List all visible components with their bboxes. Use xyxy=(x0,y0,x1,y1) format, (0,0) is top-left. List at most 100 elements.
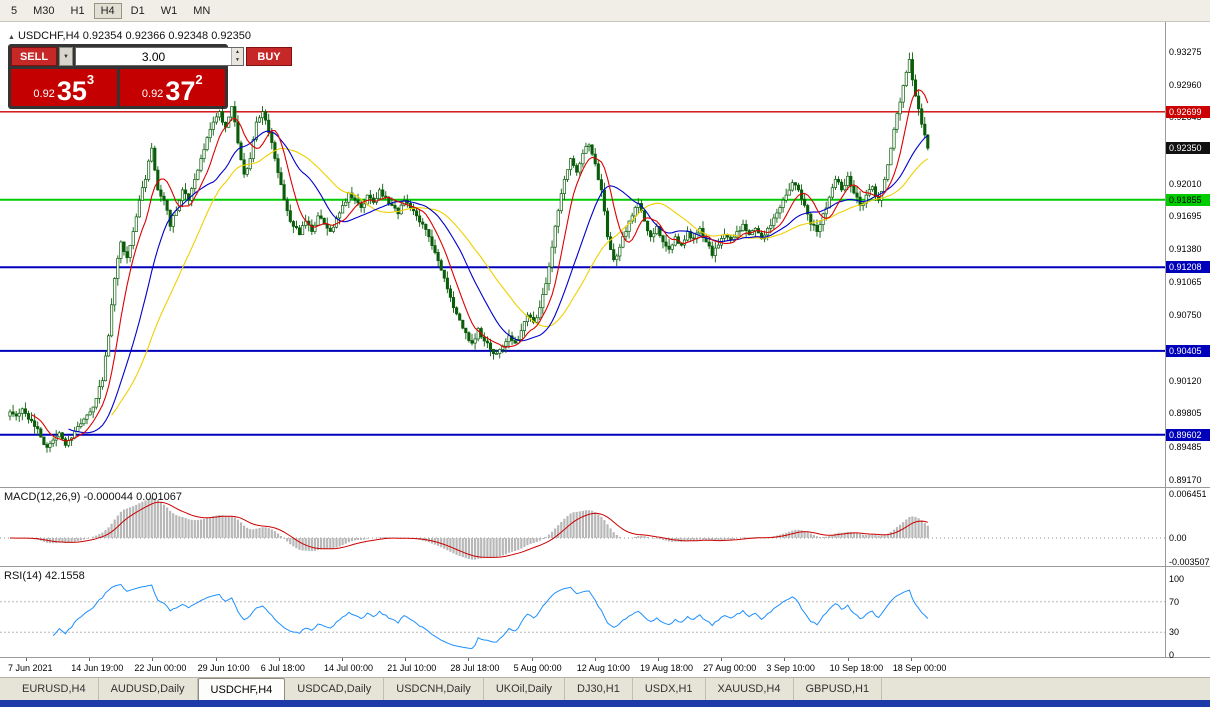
symbol-ohlc-quotes: 0.92354 0.92366 0.92348 0.92350 xyxy=(82,30,251,42)
price-line-marker: 0.90405 xyxy=(1166,344,1210,357)
macd-axis-label: 0.00 xyxy=(1169,533,1187,543)
time-axis-label: 5 Aug 00:00 xyxy=(513,663,562,673)
window-bottom-border xyxy=(0,700,1210,707)
time-axis-label: 19 Aug 18:00 xyxy=(640,663,694,673)
price-axis-label: 0.89805 xyxy=(1169,408,1202,419)
price-axis-label: 0.92010 xyxy=(1169,178,1202,189)
price-axis-label: 0.91065 xyxy=(1169,277,1202,288)
sell-price-point: 3 xyxy=(86,72,95,87)
chart-tab-ukoil-daily[interactable]: UKOil,Daily xyxy=(484,678,566,700)
time-tick xyxy=(26,658,27,661)
time-tick xyxy=(721,658,723,661)
price-axis-label: 0.91380 xyxy=(1169,244,1202,255)
chart-tab-usdx-h1[interactable]: USDX,H1 xyxy=(633,678,706,700)
price-axis-label: 0.92960 xyxy=(1169,79,1202,90)
time-tick xyxy=(405,658,407,661)
chart-tab-audusd-daily[interactable]: AUDUSD,Daily xyxy=(99,678,198,700)
timeframe-button-m30[interactable]: M30 xyxy=(33,4,55,17)
rsi-indicator-panel[interactable] xyxy=(0,567,1165,657)
timeframe-button-5[interactable]: 5 xyxy=(11,4,18,17)
panel-separator xyxy=(0,657,1210,658)
macd-axis-label: -0.003507 xyxy=(1169,556,1210,567)
time-axis-label: 14 Jun 19:00 xyxy=(71,663,124,673)
chart-tab-gbpusd-h1[interactable]: GBPUSD,H1 xyxy=(794,678,883,700)
price-line-marker: 0.91208 xyxy=(1166,261,1210,274)
time-tick xyxy=(342,658,343,661)
time-tick xyxy=(152,658,154,661)
time-tick xyxy=(468,658,470,661)
volume-down-button[interactable]: ▼ xyxy=(232,56,243,65)
time-tick xyxy=(594,658,596,661)
chart-tab-usdchf-h4[interactable]: USDCHF,H4 xyxy=(197,678,286,700)
panel-separator xyxy=(0,566,1210,567)
chart-tab-bar: EURUSD,H4 AUDUSD,Daily USDCHF,H4 USDCAD,Dai… xyxy=(0,677,1210,700)
time-tick xyxy=(658,658,659,661)
volume-spinner: ▲ ▼ xyxy=(231,48,243,65)
time-tick xyxy=(215,658,217,661)
sell-price-pips: 35 xyxy=(56,76,87,107)
buy-price-button[interactable]: 0.92 37 2 xyxy=(119,69,225,107)
time-tick xyxy=(531,658,533,661)
volume-field-group: ▲ ▼ xyxy=(75,47,244,66)
time-tick xyxy=(847,658,849,661)
panel-separator xyxy=(0,487,1210,488)
time-axis-label: 14 Jul 00:00 xyxy=(324,663,374,673)
chart-tab-usdcad-daily[interactable]: USDCAD,Daily xyxy=(285,678,385,700)
volume-dropdown-button[interactable]: ▼ xyxy=(59,47,73,66)
price-axis-label: 0.91695 xyxy=(1169,211,1202,222)
time-axis-label: 6 Jul 18:00 xyxy=(260,663,305,673)
price-axis-separator xyxy=(1165,22,1166,657)
buy-button[interactable]: BUY xyxy=(246,47,292,66)
symbol-info: ▲ USDCHF,H4 0.92354 0.92366 0.92348 0.923… xyxy=(8,30,251,42)
time-axis-label: 29 Jun 10:00 xyxy=(197,663,250,673)
time-tick xyxy=(784,658,786,661)
time-tick xyxy=(89,658,91,661)
price-line-marker: 0.92699 xyxy=(1166,105,1210,118)
timeframe-button-w1[interactable]: W1 xyxy=(160,4,178,17)
chart-tab-dj30-h1[interactable]: DJ30,H1 xyxy=(565,678,633,700)
sell-price-button[interactable]: 0.92 35 3 xyxy=(11,69,117,106)
buy-price-point: 2 xyxy=(195,72,203,87)
macd-label: MACD(12,26,9) -0.000044 0.001067 xyxy=(4,491,182,503)
chart-tab-eurusd-h4[interactable]: EURUSD,H4 xyxy=(10,678,99,700)
timeframe-toolbar: 5 M30 H1 H4 D1 W1 MN xyxy=(0,0,1210,22)
timeframe-button-h4[interactable]: H4 xyxy=(93,2,122,19)
rsi-axis-label: 0 xyxy=(1169,650,1175,660)
macd-axis-label: 0.006451 xyxy=(1169,489,1207,499)
sell-price-prefix: 0.92 xyxy=(33,88,55,100)
timeframe-button-mn[interactable]: MN xyxy=(193,4,211,17)
price-line-marker: 0.92350 xyxy=(1166,142,1210,155)
time-axis-label: 7 Jun 2021 xyxy=(8,663,53,673)
price-axis-label: 0.89485 xyxy=(1169,441,1202,452)
time-axis-label: 27 Aug 00:00 xyxy=(703,663,757,673)
rsi-axis-label: 30 xyxy=(1169,627,1180,638)
buy-price-pips: 37 xyxy=(165,76,196,107)
volume-up-button[interactable]: ▲ xyxy=(232,48,243,57)
chart-tab-usdcnh-daily[interactable]: USDCNH,Daily xyxy=(384,678,484,700)
volume-input[interactable] xyxy=(76,48,231,65)
macd-indicator-panel[interactable] xyxy=(0,488,1165,566)
chevron-down-icon: ▼ xyxy=(63,53,69,60)
price-line-marker: 0.91855 xyxy=(1166,193,1210,206)
chart-shift-icon: ▲ xyxy=(8,34,15,41)
time-axis[interactable]: 7 Jun 2021 14 Jun 19:00 22 Jun 00:00 29 Jun… xyxy=(0,658,1165,677)
rsi-label: RSI(14) 42.1558 xyxy=(4,570,85,582)
one-click-trading-panel: SELL ▼ ▲ ▼ BUY 0.92 35 3 0.92 37 xyxy=(8,44,292,109)
time-axis-label: 18 Sep 00:00 xyxy=(892,663,947,673)
time-axis-label: 22 Jun 00:00 xyxy=(134,663,187,673)
price-axis-label: 0.89170 xyxy=(1169,474,1202,485)
sell-button[interactable]: SELL xyxy=(11,47,57,66)
time-axis-label: 3 Sep 10:00 xyxy=(766,663,815,673)
rsi-axis-label: 100 xyxy=(1169,574,1185,584)
timeframe-button-d1[interactable]: D1 xyxy=(130,4,145,17)
time-axis-label: 28 Jul 18:00 xyxy=(450,663,500,673)
time-tick xyxy=(278,658,280,661)
price-axis-label: 0.90120 xyxy=(1169,375,1202,386)
timeframe-button-h1[interactable]: H1 xyxy=(70,4,85,17)
price-axis-label: 0.90750 xyxy=(1169,309,1202,320)
rsi-axis-label: 70 xyxy=(1169,596,1180,607)
price-axis-label: 0.93275 xyxy=(1169,46,1202,57)
chart-tab-xauusd-h4[interactable]: XAUUSD,H4 xyxy=(706,678,794,700)
time-axis-label: 10 Sep 18:00 xyxy=(829,663,884,673)
